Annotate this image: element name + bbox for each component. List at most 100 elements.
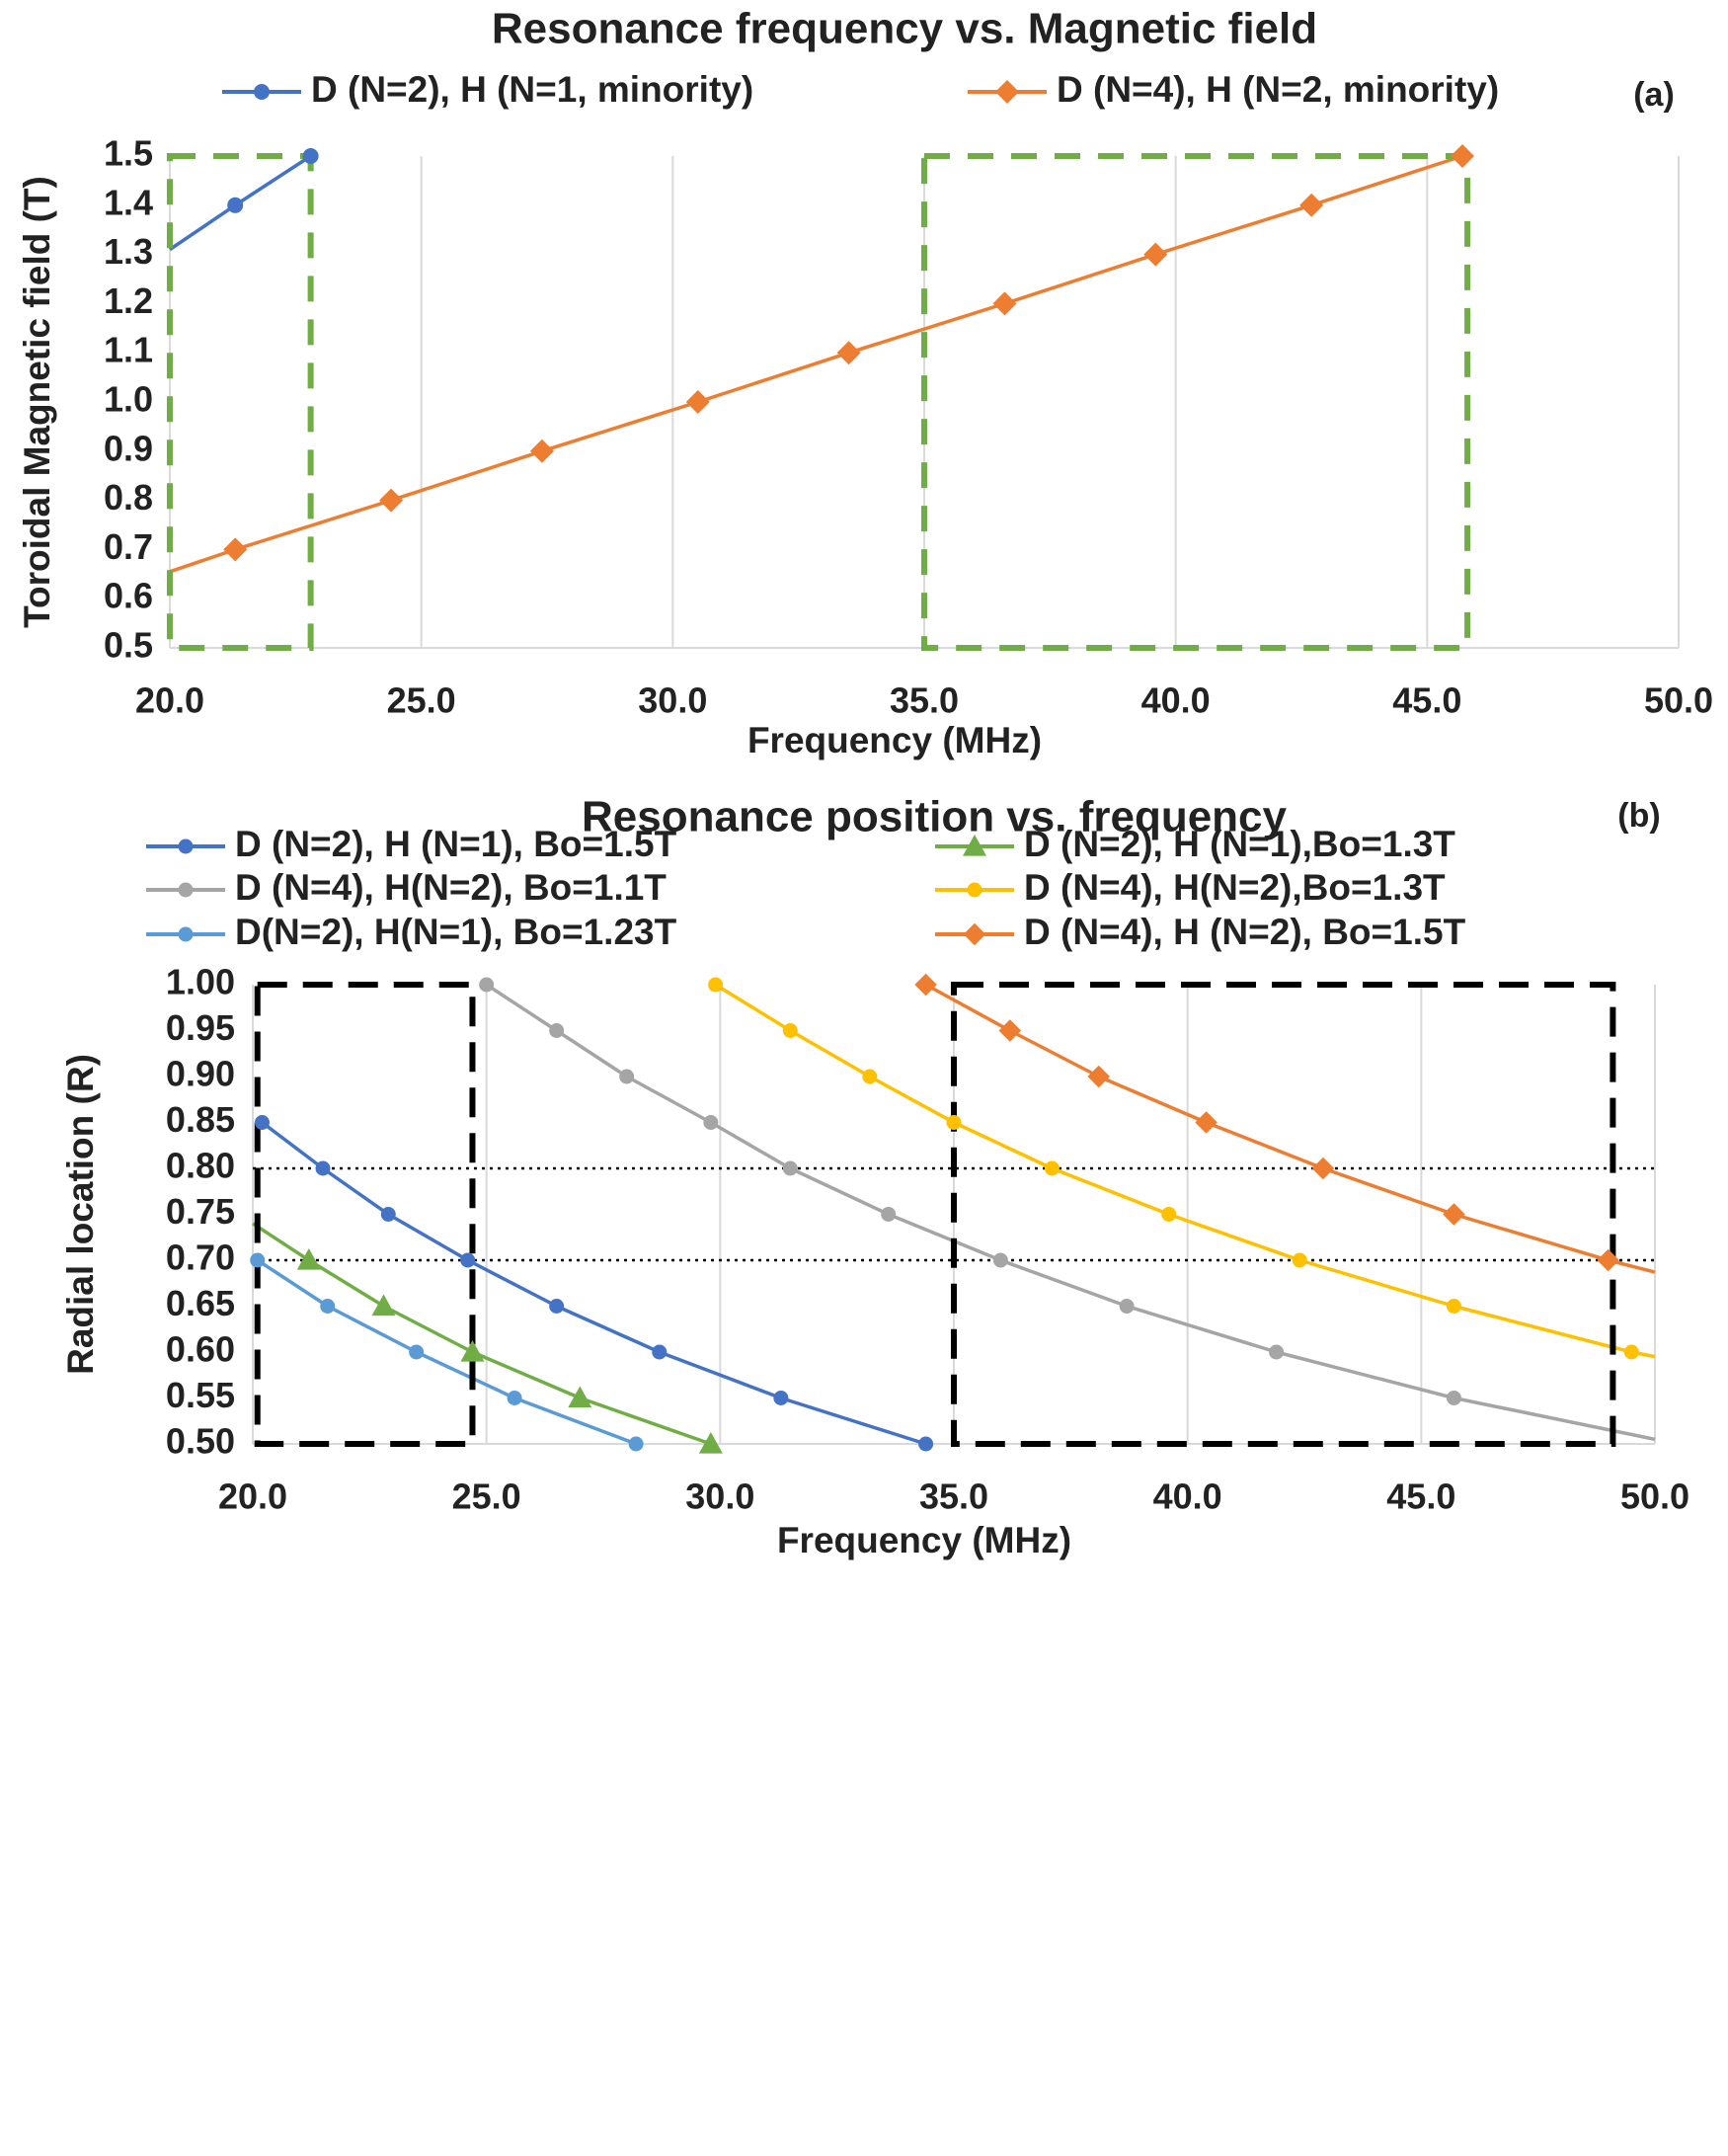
y-axis-label: Toroidal Magnetic field (T) xyxy=(17,176,57,628)
data-point xyxy=(685,390,710,414)
series-line xyxy=(924,983,1656,1274)
y-tick-label: 0.95 xyxy=(166,1007,235,1048)
data-point xyxy=(568,1386,592,1408)
chart-panel-b: Resonance position vs. frequency (b) 20.0 2… xyxy=(60,793,1689,1560)
x-tick-label: 45.0 xyxy=(1386,1477,1455,1517)
data-point xyxy=(302,148,319,164)
series-line xyxy=(714,983,1656,1359)
legend-entry: D (N=2), H (N=1), Bo=1.5T xyxy=(146,824,677,864)
data-point xyxy=(1269,1344,1285,1360)
legend-marker xyxy=(963,922,986,946)
x-tick-label: 30.0 xyxy=(685,1477,754,1517)
legend-entry: D (N=4), H (N=2), Bo=1.5T xyxy=(935,912,1466,952)
y-tick-label: 0.90 xyxy=(166,1054,235,1094)
y-tick-label: 0.60 xyxy=(166,1329,235,1370)
y-tick-label: 1.5 xyxy=(104,133,153,174)
data-point xyxy=(296,1248,321,1270)
x-tick-label: 50.0 xyxy=(1644,680,1713,721)
legend-entry: D (N=4), H(N=2), Bo=1.1T xyxy=(146,867,667,908)
data-point xyxy=(708,977,724,993)
legend-label: D (N=4), H(N=2), Bo=1.1T xyxy=(235,867,667,908)
legend-label: D (N=2), H (N=1, minority) xyxy=(311,69,753,110)
data-point xyxy=(698,1432,723,1454)
x-tick-label: 35.0 xyxy=(890,680,959,721)
data-point xyxy=(992,291,1017,316)
data-point xyxy=(1623,1344,1639,1360)
y-tick-label: 0.5 xyxy=(104,625,153,666)
data-point xyxy=(836,341,861,365)
x-axis-label: Frequency (MHz) xyxy=(747,720,1042,760)
legend-entry: D (N=2), H (N=1, minority) xyxy=(222,69,753,110)
data-point xyxy=(549,1023,565,1038)
y-tick-label: 1.3 xyxy=(104,231,153,272)
data-point xyxy=(773,1391,789,1405)
data-point xyxy=(652,1344,668,1360)
legend-entry: D (N=4), H (N=2, minority) xyxy=(968,69,1499,110)
data-point xyxy=(315,1160,331,1176)
highlight-region xyxy=(254,982,476,1447)
highlight-region xyxy=(951,982,1616,1447)
data-point xyxy=(254,1115,270,1130)
y-tick-label: 0.75 xyxy=(166,1191,235,1232)
y-tick-label: 0.50 xyxy=(166,1421,235,1462)
y-tick-label: 1.00 xyxy=(166,962,235,1002)
data-point xyxy=(628,1436,644,1452)
y-tick-label: 0.85 xyxy=(166,1099,235,1140)
legend-marker xyxy=(963,835,986,856)
legend-label: D(N=2), H(N=1), Bo=1.23T xyxy=(235,912,677,952)
data-point xyxy=(1044,1160,1060,1176)
data-point xyxy=(946,1115,962,1130)
y-tick-label: 0.7 xyxy=(104,526,153,567)
data-point xyxy=(1450,144,1474,168)
legend-marker xyxy=(178,926,194,942)
chart-title: Resonance position vs. frequency xyxy=(582,793,1287,841)
x-tick-label: 35.0 xyxy=(919,1477,988,1517)
x-axis-label: Frequency (MHz) xyxy=(777,1520,1071,1560)
data-point xyxy=(320,1299,336,1314)
data-point xyxy=(1119,1299,1135,1314)
data-point xyxy=(992,1252,1008,1268)
data-point xyxy=(1161,1207,1177,1222)
data-point xyxy=(549,1299,565,1314)
legend-entry: D(N=2), H(N=1), Bo=1.23T xyxy=(146,912,677,952)
series-line xyxy=(252,1222,712,1446)
x-tick-label: 25.0 xyxy=(387,680,456,721)
x-tick-label: 45.0 xyxy=(1392,680,1461,721)
y-tick-label: 0.70 xyxy=(166,1238,235,1278)
data-point xyxy=(1299,193,1324,217)
data-point xyxy=(914,973,937,997)
legend-label: D (N=4), H(N=2),Bo=1.3T xyxy=(1024,867,1446,908)
data-point xyxy=(507,1391,522,1405)
data-point xyxy=(881,1207,897,1222)
data-point xyxy=(1446,1299,1461,1314)
legend-marker xyxy=(967,882,982,898)
data-point xyxy=(1443,1203,1465,1226)
y-axis-label: Radial location (R) xyxy=(60,1054,101,1375)
data-point xyxy=(1292,1252,1307,1268)
legend-marker xyxy=(995,80,1019,104)
data-point xyxy=(1087,1065,1110,1088)
data-point xyxy=(619,1069,635,1084)
legend-entry: D (N=4), H(N=2),Bo=1.3T xyxy=(935,867,1446,908)
y-tick-label: 1.0 xyxy=(104,379,153,420)
legend-marker xyxy=(254,84,270,100)
data-point xyxy=(1195,1111,1217,1134)
legend-label: D (N=2), H (N=1),Bo=1.3T xyxy=(1024,824,1455,864)
data-point xyxy=(460,1340,485,1362)
data-point xyxy=(703,1115,719,1130)
legend-label: D (N=4), H (N=2), Bo=1.5T xyxy=(1024,912,1466,952)
legend-entry: D (N=2), H (N=1),Bo=1.3T xyxy=(935,824,1455,864)
y-tick-label: 1.1 xyxy=(104,330,153,370)
data-point xyxy=(1311,1157,1335,1180)
y-tick-label: 1.4 xyxy=(104,182,153,222)
chart-panel-a: Resonance frequency vs. Magnetic field (a… xyxy=(17,5,1713,760)
y-tick-label: 0.9 xyxy=(104,428,153,468)
x-tick-label: 25.0 xyxy=(452,1477,521,1517)
series-line xyxy=(485,983,1656,1442)
y-tick-label: 0.6 xyxy=(104,576,153,616)
series-line xyxy=(256,1258,637,1446)
panel-label: (a) xyxy=(1633,76,1675,114)
chart-title: Resonance frequency vs. Magnetic field xyxy=(492,5,1317,53)
x-tick-label: 40.0 xyxy=(1141,680,1211,721)
